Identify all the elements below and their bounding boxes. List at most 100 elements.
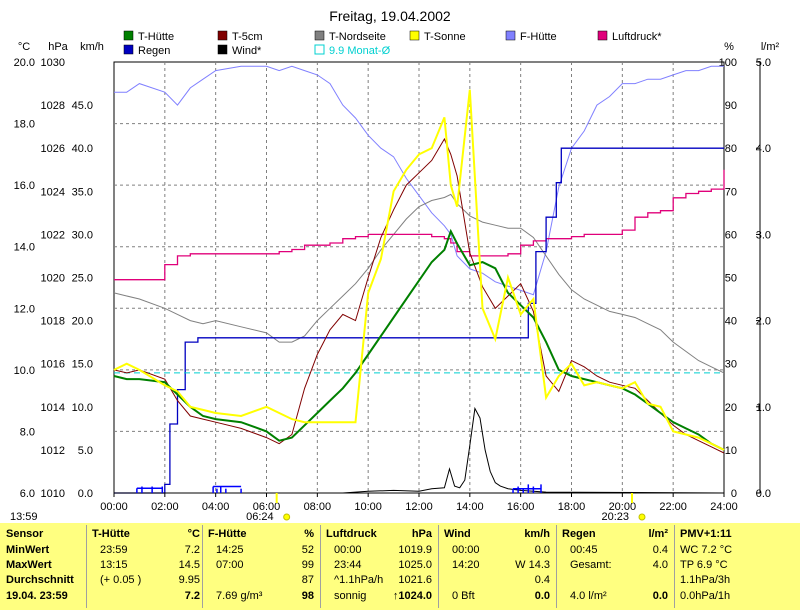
- tick-labels: 6.0 8.0 10.0 12.0 14.0 16.0 18.0 20.0 1010 1012 10…: [14, 57, 771, 513]
- x-tick-label: 22:00: [659, 501, 687, 513]
- column-header: PMV+1:11: [680, 528, 732, 540]
- axis-unit: l/m²: [761, 41, 780, 53]
- y-tick-label: 18.0: [14, 119, 35, 131]
- y-tick-label: 40: [725, 316, 737, 328]
- stat-column: Wind km/h 00:00 0.0 14:20 W 14.3 0.4 0 Bft 0.0: [442, 523, 550, 610]
- y-tick-label: 1028: [41, 100, 65, 112]
- stat-cell: 13:15 14.5: [100, 559, 200, 571]
- column-separator: [320, 525, 321, 608]
- y-tick-label: 25.0: [72, 273, 93, 285]
- y-tick-label: 1012: [41, 445, 65, 457]
- x-tick-label: 04:00: [202, 501, 230, 513]
- x-tick-label: 06:00: [253, 501, 281, 513]
- row-label: Durchschnitt: [6, 574, 74, 586]
- series-line-t-nordseite: [113, 193, 725, 374]
- y-tick-label: 1024: [41, 186, 65, 198]
- x-tick-label: 02:00: [151, 501, 179, 513]
- weather-chart: Freitag, 19.04.2002 T-Hütte T-5cm T-Nordse…: [14, 8, 780, 522]
- legend-label: 9.9 Monat-Ø: [329, 45, 391, 57]
- y-tick-label: 20.0: [72, 316, 93, 328]
- x-tick-label: 14:00: [456, 501, 484, 513]
- series-line-f-h-tte: [114, 65, 724, 296]
- y-tick-label: 30.0: [72, 229, 93, 241]
- y-tick-label: 12.0: [14, 303, 35, 315]
- stat-cell: 00:45 0.4: [570, 544, 668, 556]
- stat-column: Luftdruck hPa 00:00 1019.9 23:44 1025.0 ^1.1hP…: [324, 523, 432, 610]
- legend: T-Hütte T-5cm T-Nordseite T-Sonne F-Hütte Luf…: [123, 30, 662, 57]
- stat-cell: 4.0 l/m² 0.0: [570, 590, 668, 602]
- x-tick-label: 12:00: [405, 501, 433, 513]
- legend-swatch: [505, 30, 516, 41]
- stat-cell: sonnig ↑1024.0: [334, 590, 432, 602]
- legend-swatch: [217, 44, 228, 55]
- stat-column: T-Hütte °C 23:59 7.2 13:15 14.5 (+ 0.05 ) 9.95 7…: [90, 523, 200, 610]
- column-separator: [438, 525, 439, 608]
- stat-cell: 1.1hPa/3h: [680, 574, 731, 586]
- stat-cell: Gesamt: 4.0: [570, 559, 668, 571]
- x-tick-label: 10:00: [354, 501, 382, 513]
- column-header: Regen l/m²: [562, 528, 668, 540]
- series-line-regen: [114, 147, 724, 494]
- stat-column: Regen l/m² 00:45 0.4 Gesamt: 4.0 4.0 l/m² 0.0: [560, 523, 668, 610]
- y-tick-label: 8.0: [20, 426, 35, 438]
- stat-cell: 0 Bft 0.0: [452, 590, 550, 602]
- sun-icon: [638, 513, 646, 521]
- y-tick-label: 4.0: [756, 143, 771, 155]
- legend-label: Luftdruck*: [612, 31, 662, 43]
- legend-label: T-Hütte: [138, 31, 174, 43]
- legend-label: T-5cm: [232, 31, 263, 43]
- y-tick-label: 1014: [41, 402, 65, 414]
- x-tick-label: 24:00: [710, 501, 738, 513]
- axis-unit: hPa: [48, 41, 68, 53]
- stat-cell: ^1.1hPa/h 1021.6: [334, 574, 432, 586]
- row-labels: Sensor MinWert MaxWert Durchschnitt 19.04. 2…: [6, 523, 90, 610]
- y-tick-label: 70: [725, 186, 737, 198]
- legend-swatch: [409, 30, 420, 41]
- legend-label: F-Hütte: [520, 31, 557, 43]
- sun-time-label: 20:23: [601, 511, 629, 522]
- stats-panel: Sensor MinWert MaxWert Durchschnitt 19.04. 2…: [0, 523, 800, 610]
- legend-label: Regen: [138, 45, 170, 57]
- column-header: Luftdruck hPa: [326, 528, 432, 540]
- legend-label: Wind*: [232, 45, 262, 57]
- x-tick-label: 20:00: [609, 501, 637, 513]
- y-tick-label: 50: [725, 273, 737, 285]
- y-tick-label: 5.0: [756, 57, 771, 69]
- y-tick-label: 1020: [41, 273, 65, 285]
- legend-label: T-Nordseite: [329, 31, 386, 43]
- row-label: Sensor: [6, 528, 44, 540]
- y-tick-label: 35.0: [72, 186, 93, 198]
- series-line-t-sonne: [113, 89, 725, 451]
- y-tick-label: 1.0: [756, 402, 771, 414]
- stat-cell: 7.69 g/m³ 98: [216, 590, 314, 602]
- series-lines: [113, 65, 725, 494]
- y-tick-label: 10.0: [72, 402, 93, 414]
- y-tick-label: 80: [725, 143, 737, 155]
- x-tick-label: 00:00: [100, 501, 128, 513]
- y-tick-label: 2.0: [756, 316, 771, 328]
- legend-swatch: [123, 44, 134, 55]
- stat-cell: 23:44 1025.0: [334, 559, 432, 571]
- y-tick-label: 5.0: [78, 445, 93, 457]
- stat-column: PMV+1:11 WC 7.2 °C TP 6.9 °C 1.1hPa/3h 0.0hP…: [678, 523, 790, 610]
- sun-time-label: 06:24: [246, 511, 274, 522]
- legend-swatch: [217, 30, 228, 41]
- y-tick-label: 40.0: [72, 143, 93, 155]
- y-tick-label: 45.0: [72, 100, 93, 112]
- stat-cell: 23:59 7.2: [100, 544, 200, 556]
- y-tick-label: 14.0: [14, 242, 35, 254]
- y-tick-label: 6.0: [20, 488, 35, 500]
- y-tick-label: 0: [731, 488, 737, 500]
- y-tick-label: 20: [725, 402, 737, 414]
- stat-cell: 14:25 52: [216, 544, 314, 556]
- y-tick-label: 1022: [41, 229, 65, 241]
- column-header: F-Hütte%: [208, 528, 314, 540]
- legend-swatch: [123, 30, 134, 41]
- stat-cell: TP 6.9 °C: [680, 559, 728, 571]
- y-tick-label: 90: [725, 100, 737, 112]
- stat-column: F-Hütte% 14:25 52 07:00 99 87 7.69 g/m³ 98: [206, 523, 314, 610]
- chart-title: Freitag, 19.04.2002: [329, 8, 451, 24]
- y-tick-label: 30: [725, 359, 737, 371]
- column-header: Wind km/h: [444, 528, 550, 540]
- y-tick-label: 10: [725, 445, 737, 457]
